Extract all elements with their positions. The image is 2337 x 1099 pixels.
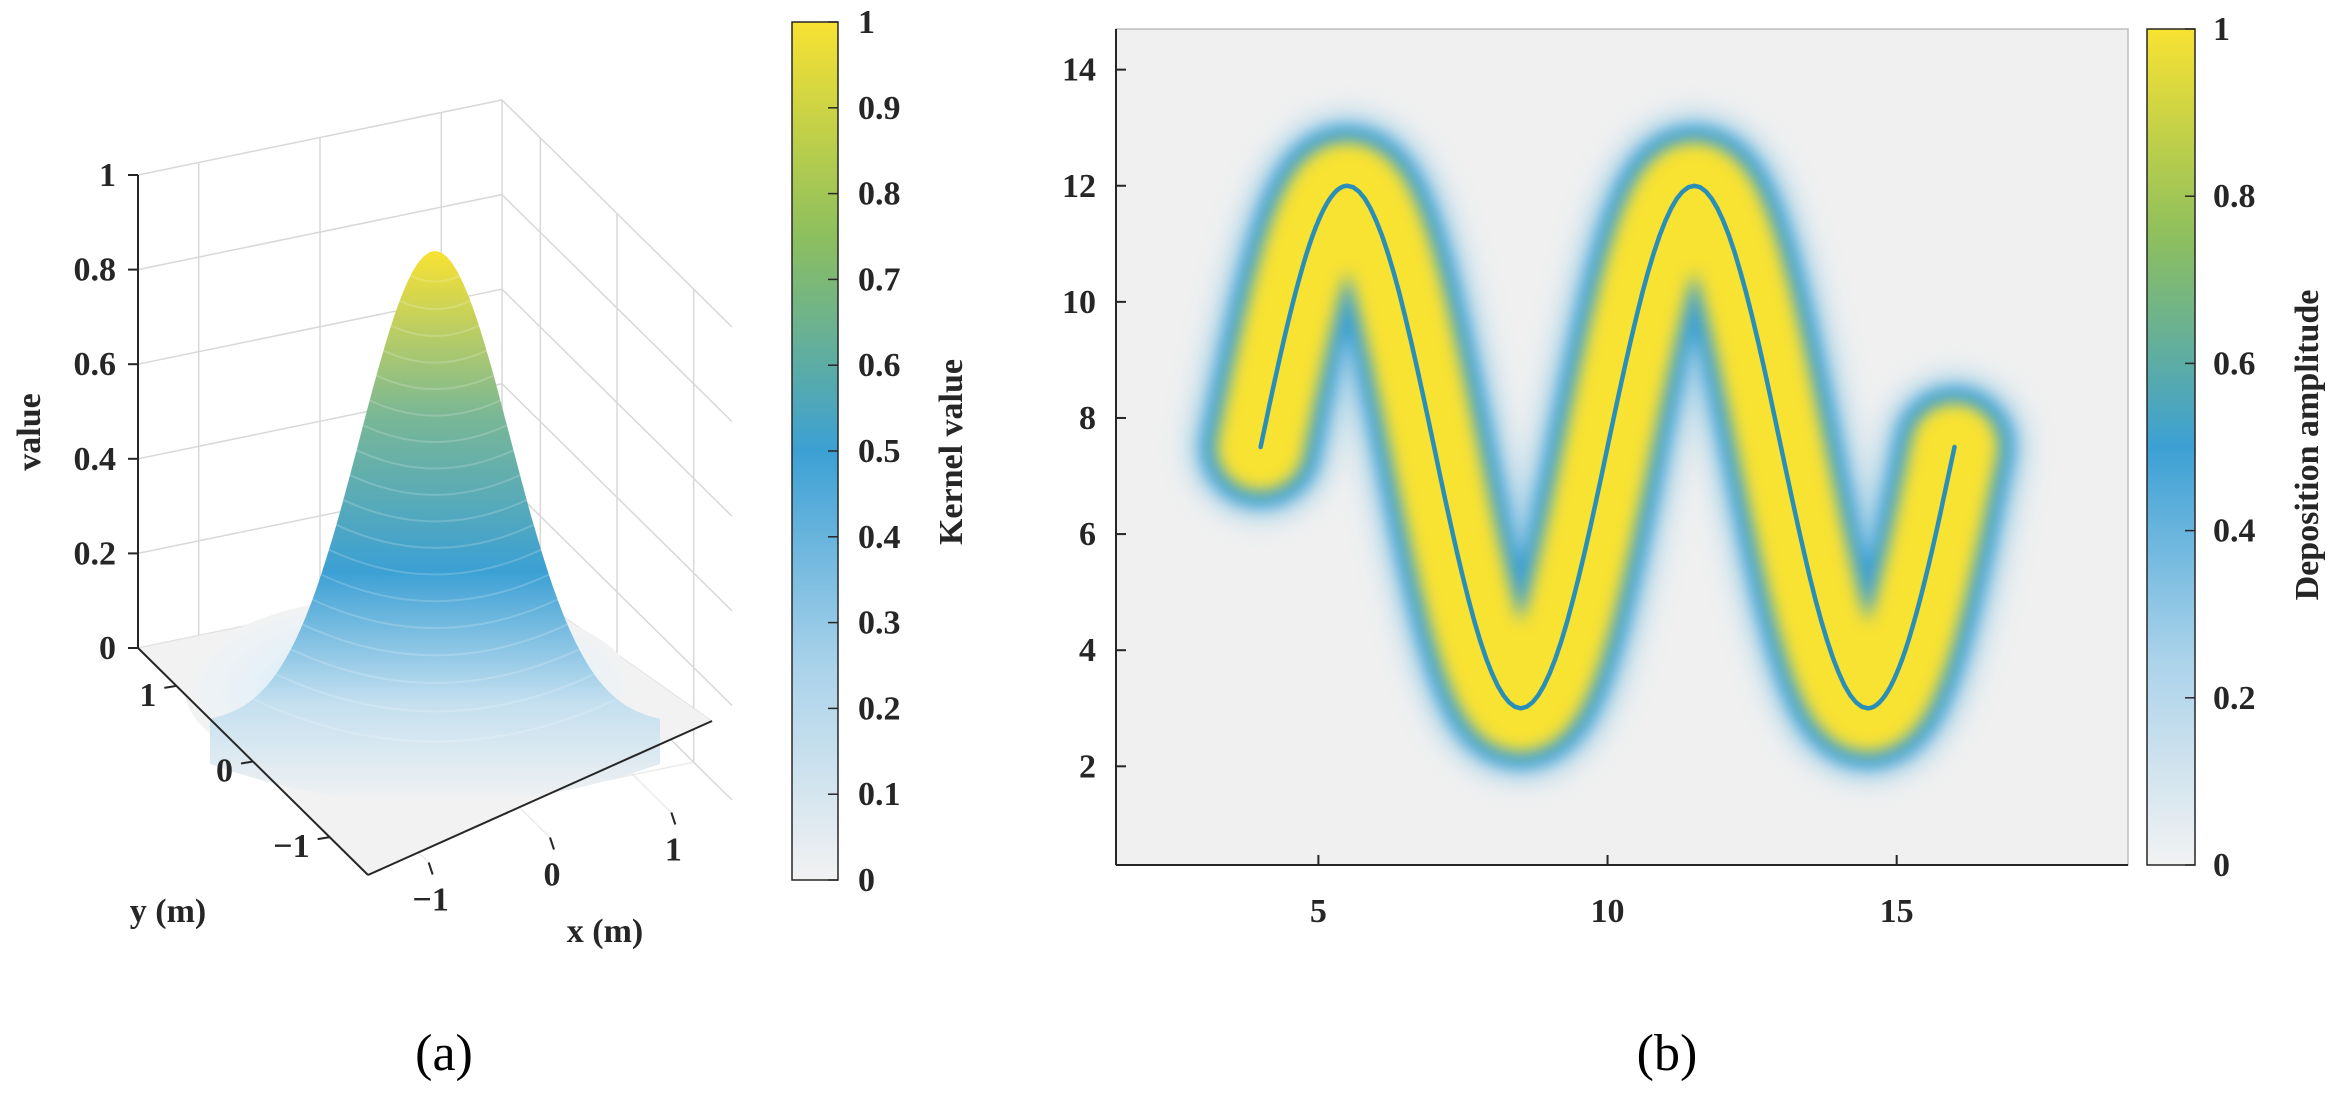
panel-a-z-ticks: 0 0.2 0.4 0.6 0.8 1 [74,157,138,667]
panel-b-axes [1115,29,2128,866]
x-tick-mark [670,812,677,825]
z-tick-label: 0.8 [74,252,117,289]
surface-contour [356,449,514,470]
y-tick-label: 0 [216,753,233,790]
z-tick-label: 1 [99,157,116,194]
surface-contour [390,324,480,337]
colorbar-tick-label: 1 [858,4,875,41]
panel-a-colorbar-ticks: 0 0.1 0.2 0.3 0.4 0.5 0.6 0.7 0.8 0.9 1 [828,4,901,899]
panel-b-caption: (b) [1637,1025,1698,1082]
panel-a-x-label: x (m) [567,913,643,950]
colorbar-tick-label: 0 [858,862,875,899]
y-tick-label: 1 [139,677,156,714]
surface-contour [302,623,568,657]
surface-contour [252,698,618,743]
x-tick-label: 15 [1880,893,1914,930]
panel-a-caption: (a) [415,1025,473,1082]
surface-contour [328,548,542,576]
surface-contour [275,673,595,713]
surface-contour [409,274,461,283]
colorbar-tick-label: 1 [2213,11,2230,48]
panel-b-colorbar [2146,28,2196,866]
colorbar-tick-label: 0.3 [858,605,901,642]
y-tick-mark [317,836,330,841]
surface-contour [369,399,501,417]
x-tick-label: 10 [1591,893,1625,930]
surface-contour [290,648,580,684]
panel-a-x-ticks: −1 0 1 [412,812,682,919]
colorbar-tick-label: 0.9 [858,90,901,127]
x-tick-mark [549,837,555,850]
colorbar-tick-label: 0 [2213,847,2230,884]
y-tick-label: 8 [1079,400,1096,437]
colorbar-tick-label: 0.2 [858,690,901,727]
x-tick-label: 1 [665,832,682,869]
y-tick-label: 4 [1079,632,1096,669]
colorbar-tick-label: 0.8 [858,176,901,213]
surface-contour [362,424,508,443]
y-tick-label: 12 [1062,168,1096,205]
surface-contour [399,299,471,310]
colorbar-tick-label: 0.1 [858,776,901,813]
panel-b-heatmap: 5 10 15 2 4 6 8 10 12 14 0 0.2 0.4 0.6 0.8 1 Depositi… [1062,11,2326,1082]
surface-contour [320,573,550,603]
panel-a-colorbar-label: Kernel value [933,359,970,545]
colorbar-tick-label: 0.7 [858,261,901,298]
x-tick-label: 5 [1310,893,1327,930]
colorbar-tick-label: 0.2 [2213,680,2256,717]
y-tick-label: 10 [1062,284,1096,321]
z-tick-label: 0.4 [74,441,117,478]
surface-contour [342,499,528,523]
colorbar-tick-label: 0.6 [858,347,901,384]
surface-contour [349,474,521,496]
panel-a-gaussian-surface [210,251,660,804]
y-tick-label: 6 [1079,516,1096,553]
colorbar-tick-label: 0.8 [2213,178,2256,215]
x-tick-label: −1 [412,882,448,919]
y-tick-mark [240,760,254,765]
panel-a-surface-plot: 00.20.40.60.81 −101 −101 value y (m) x (… [11,4,970,1082]
surface-contour [312,598,558,630]
y-tick-label: −1 [273,828,309,865]
colorbar-tick-label: 0.4 [858,519,901,556]
panel-a-z-label: value [11,393,48,470]
z-tick-label: 0.6 [74,346,117,383]
colorbar-tick-label: 0.4 [2213,513,2256,550]
panel-a-surface-contours [252,274,618,743]
panel-b-x-ticks: 5 10 15 [1310,855,1914,930]
panel-b-colorbar-ticks: 0 0.2 0.4 0.6 0.8 1 [2185,11,2256,884]
panel-a-y-label: y (m) [130,893,206,930]
surface-contour [383,349,487,364]
y-tick-mark [164,684,177,689]
surface-contour [375,374,495,391]
surface-contour [335,523,535,549]
z-tick-label: 0.2 [74,535,117,572]
y-tick-label: 14 [1062,52,1096,89]
x-tick-label: 0 [544,857,561,894]
panel-a-y-ticks: −1 0 1 [139,677,330,865]
z-tick-label: 0 [99,630,116,667]
panel-b-colorbar-label: Deposition amplitude [2289,290,2326,601]
x-tick-mark [427,862,434,875]
panel-b-y-ticks: 2 4 6 8 10 12 14 [1062,52,1126,785]
colorbar-tick-label: 0.6 [2213,345,2256,382]
panel-b-tool-path [1258,183,1957,711]
y-tick-label: 2 [1079,748,1096,785]
colorbar-tick-label: 0.5 [858,433,901,470]
